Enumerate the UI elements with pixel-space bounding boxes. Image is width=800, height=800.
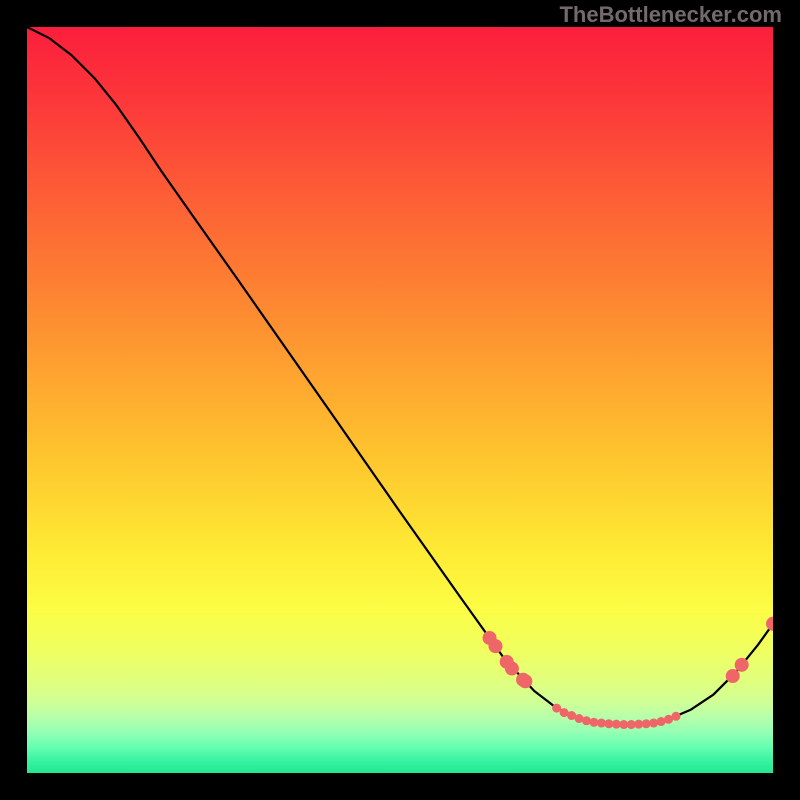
data-marker <box>488 639 502 653</box>
data-marker <box>552 704 561 713</box>
attribution-text: TheBottlenecker.com <box>559 2 782 28</box>
data-marker <box>505 662 519 676</box>
data-marker <box>582 716 591 725</box>
chart-container: TheBottlenecker.com <box>0 0 800 800</box>
data-marker <box>649 719 658 728</box>
chart-svg <box>27 27 773 773</box>
data-marker <box>726 669 740 683</box>
data-marker <box>735 658 749 672</box>
data-marker <box>672 712 681 721</box>
data-marker <box>518 674 532 688</box>
plot-area <box>27 27 773 773</box>
